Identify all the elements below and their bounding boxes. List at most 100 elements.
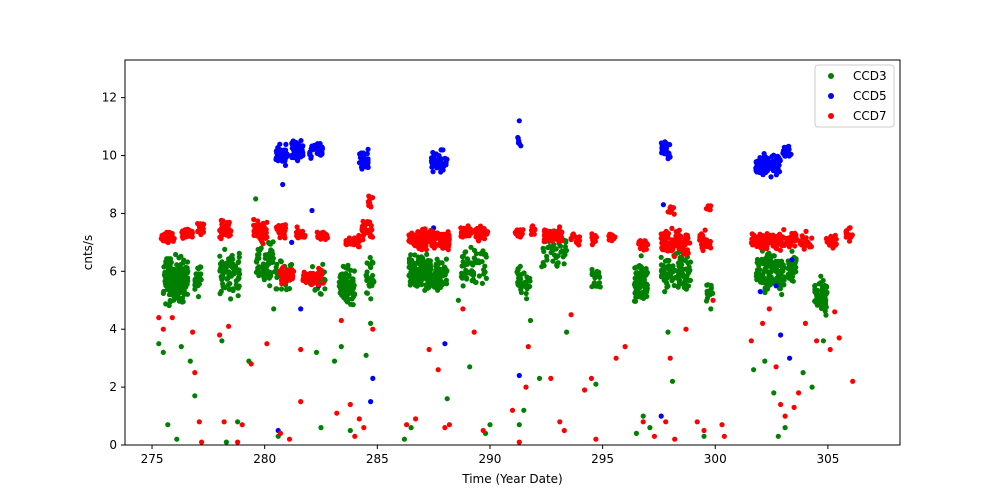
- point-ccd5: [431, 159, 437, 165]
- point-ccd7: [523, 384, 529, 390]
- point-ccd5: [667, 154, 673, 160]
- point-ccd7: [279, 281, 285, 287]
- point-ccd7: [766, 306, 772, 312]
- point-ccd3: [559, 248, 565, 254]
- point-ccd5: [317, 141, 323, 147]
- point-ccd7: [850, 378, 856, 384]
- point-ccd3: [174, 262, 180, 268]
- point-ccd7: [430, 236, 436, 242]
- point-ccd7: [443, 235, 449, 241]
- point-ccd3: [462, 249, 468, 255]
- point-ccd3: [230, 286, 236, 292]
- point-ccd7: [568, 312, 574, 318]
- point-ccd3: [187, 358, 193, 364]
- point-ccd5: [311, 142, 317, 148]
- point-ccd5: [368, 399, 374, 405]
- point-ccd3: [677, 254, 683, 261]
- point-ccd3: [789, 248, 795, 254]
- point-ccd7: [404, 422, 410, 428]
- point-ccd7: [786, 244, 792, 250]
- point-ccd7: [433, 243, 439, 249]
- point-ccd3: [266, 258, 272, 264]
- point-ccd7: [792, 230, 798, 236]
- point-ccd3: [669, 278, 675, 284]
- point-ccd5: [515, 134, 521, 141]
- point-ccd7: [843, 229, 849, 235]
- point-ccd3: [762, 285, 768, 291]
- point-ccd7: [306, 275, 312, 281]
- point-ccd3: [408, 425, 414, 431]
- point-ccd3: [165, 277, 172, 283]
- point-ccd3: [704, 295, 711, 301]
- point-ccd7: [636, 239, 642, 245]
- point-ccd3: [523, 290, 529, 297]
- point-ccd3: [424, 251, 430, 257]
- point-ccd7: [760, 320, 766, 326]
- legend-label-ccd5: CCD5: [853, 89, 887, 103]
- point-ccd7: [334, 410, 340, 416]
- point-ccd5: [433, 151, 439, 157]
- point-ccd5: [778, 332, 784, 338]
- point-ccd7: [641, 243, 647, 249]
- point-ccd7: [705, 206, 711, 212]
- point-ccd3: [195, 294, 202, 300]
- point-ccd3: [348, 287, 354, 293]
- point-ccd7: [310, 280, 316, 286]
- point-ccd3: [235, 259, 241, 266]
- point-ccd7: [219, 222, 225, 228]
- point-ccd3: [563, 239, 569, 245]
- point-ccd3: [254, 269, 260, 275]
- point-ccd7: [365, 219, 371, 225]
- point-ccd3: [686, 269, 692, 275]
- point-ccd3: [219, 338, 225, 344]
- point-ccd3: [809, 384, 815, 390]
- point-ccd7: [831, 237, 837, 243]
- point-ccd7: [473, 234, 479, 240]
- point-ccd3: [418, 281, 424, 287]
- point-ccd7: [582, 387, 588, 393]
- point-ccd7: [347, 401, 353, 408]
- point-ccd7: [368, 223, 374, 229]
- point-ccd3: [266, 240, 272, 246]
- point-ccd3: [664, 264, 670, 270]
- point-ccd7: [684, 247, 691, 253]
- point-ccd3: [173, 287, 179, 293]
- point-ccd7: [481, 236, 488, 242]
- point-ccd7: [460, 306, 466, 312]
- point-ccd3: [819, 300, 825, 306]
- y-tick-label: 0: [109, 438, 117, 452]
- point-ccd3: [425, 259, 431, 265]
- point-ccd7: [671, 253, 678, 260]
- point-ccd7: [550, 228, 557, 234]
- x-tick-label: 295: [591, 452, 614, 466]
- point-ccd3: [436, 267, 442, 273]
- point-ccd3: [348, 267, 354, 273]
- point-ccd5: [316, 146, 322, 152]
- point-ccd3: [641, 271, 647, 277]
- point-ccd3: [442, 269, 448, 275]
- point-ccd3: [521, 407, 527, 413]
- point-ccd5: [773, 283, 779, 289]
- point-ccd7: [548, 375, 554, 381]
- point-ccd7: [275, 225, 281, 231]
- point-ccd3: [524, 274, 530, 280]
- point-ccd3: [687, 277, 694, 283]
- point-ccd7: [239, 422, 245, 428]
- point-ccd5: [357, 155, 363, 161]
- point-ccd7: [300, 228, 306, 234]
- point-ccd3: [347, 427, 353, 434]
- point-ccd7: [786, 237, 792, 244]
- point-ccd3: [522, 279, 528, 286]
- point-ccd3: [659, 272, 665, 278]
- point-ccd3: [160, 349, 166, 355]
- point-ccd3: [455, 297, 461, 303]
- point-ccd3: [222, 246, 228, 252]
- point-ccd7: [672, 436, 678, 442]
- point-ccd3: [674, 275, 680, 281]
- point-ccd7: [517, 233, 523, 239]
- point-ccd7: [160, 326, 166, 332]
- legend-label-ccd3: CCD3: [853, 69, 887, 83]
- point-ccd5: [300, 152, 306, 158]
- point-ccd5: [430, 169, 436, 175]
- point-ccd3: [287, 262, 293, 268]
